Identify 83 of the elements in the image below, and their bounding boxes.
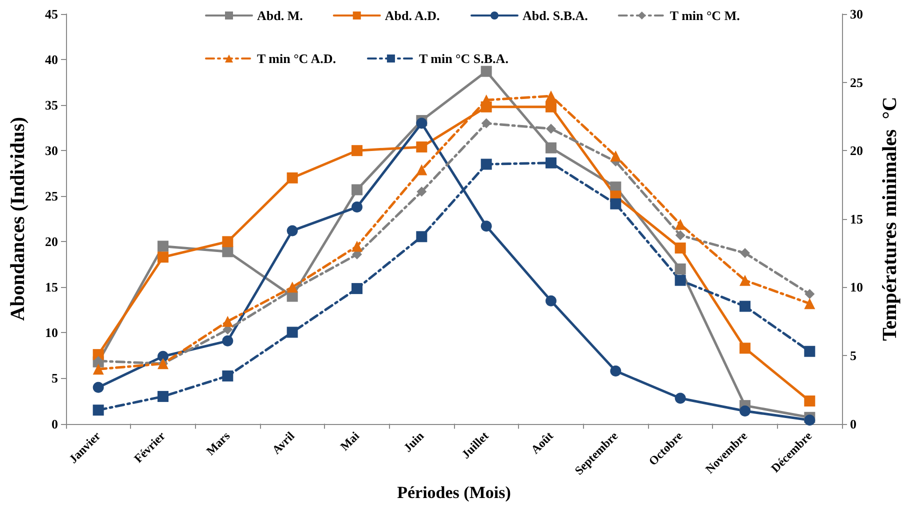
point	[480, 158, 492, 170]
point	[286, 225, 298, 236]
point	[804, 298, 816, 310]
point	[674, 218, 686, 230]
x-tick-label: Mai	[337, 428, 362, 454]
point	[804, 414, 816, 426]
legend-label: T min °C M.	[670, 8, 740, 23]
point	[546, 295, 556, 306]
point	[416, 231, 428, 242]
point	[286, 326, 298, 338]
point	[740, 406, 750, 417]
point	[416, 141, 428, 152]
y2-tick-label: 25	[850, 74, 864, 90]
point	[92, 382, 104, 393]
point	[416, 164, 428, 176]
point	[352, 240, 362, 252]
y2-tick-label: 30	[850, 6, 863, 22]
point	[740, 248, 750, 258]
point	[804, 289, 815, 300]
point	[286, 282, 298, 293]
point	[674, 274, 686, 286]
point	[804, 346, 816, 357]
point	[222, 236, 234, 248]
y-tick-label: 35	[45, 98, 58, 113]
point	[286, 172, 298, 184]
legend-label: Abd. A.D.	[384, 8, 440, 23]
y2-axis-title: Températures minimales °C	[879, 96, 901, 341]
y-tick-label: 0	[52, 416, 58, 432]
point	[546, 90, 556, 102]
legend-label: T min °C S.B.A.	[418, 51, 508, 66]
x-axis-title: Périodes (Mois)	[397, 483, 511, 502]
y2-tick-label: 0	[850, 416, 856, 432]
point	[675, 230, 686, 240]
point	[610, 198, 622, 210]
point	[158, 252, 168, 263]
y-tick-label: 10	[45, 325, 58, 340]
point	[480, 220, 492, 232]
y-tick-label: 15	[45, 280, 58, 295]
point	[481, 118, 492, 128]
point	[158, 350, 168, 362]
y2-tick-label: 15	[850, 211, 864, 226]
y2-tick-label: 10	[850, 280, 863, 295]
y-tick-label: 40	[45, 52, 58, 68]
point	[222, 316, 234, 327]
y-tick-label: 45	[45, 6, 58, 22]
legend-label: T min °C A.D.	[257, 51, 336, 66]
point	[610, 150, 622, 162]
y-tick-label: 20	[45, 234, 58, 250]
point	[546, 157, 556, 168]
legend-label: Abd. M.	[257, 8, 303, 23]
point	[546, 124, 556, 134]
point	[674, 263, 686, 274]
point	[610, 365, 622, 376]
point	[674, 242, 686, 254]
point	[158, 240, 168, 252]
point	[158, 390, 168, 402]
point	[416, 186, 427, 197]
y-axis-title: Abondances (Individus)	[7, 116, 29, 321]
point	[740, 274, 750, 286]
point	[222, 246, 234, 258]
point	[740, 300, 750, 312]
y-tick-label: 25	[45, 188, 58, 204]
point	[546, 101, 556, 112]
point	[546, 142, 556, 154]
point	[352, 145, 362, 156]
y2-tick-label: 5	[850, 348, 857, 363]
point	[480, 66, 492, 77]
point	[674, 392, 686, 404]
point	[92, 364, 104, 375]
point	[416, 118, 428, 129]
y-tick-label: 5	[52, 370, 58, 386]
point	[222, 370, 234, 382]
point	[222, 335, 234, 346]
point	[352, 184, 362, 196]
y-tick-label: 30	[45, 143, 58, 158]
legend-label: Abd. S.B.A.	[522, 8, 588, 23]
point	[740, 342, 750, 354]
point	[352, 202, 362, 213]
y2-tick-label: 20	[850, 143, 863, 158]
point	[92, 404, 104, 416]
point	[804, 396, 816, 407]
point	[352, 283, 362, 294]
x-tick-label: Juin	[400, 428, 427, 455]
